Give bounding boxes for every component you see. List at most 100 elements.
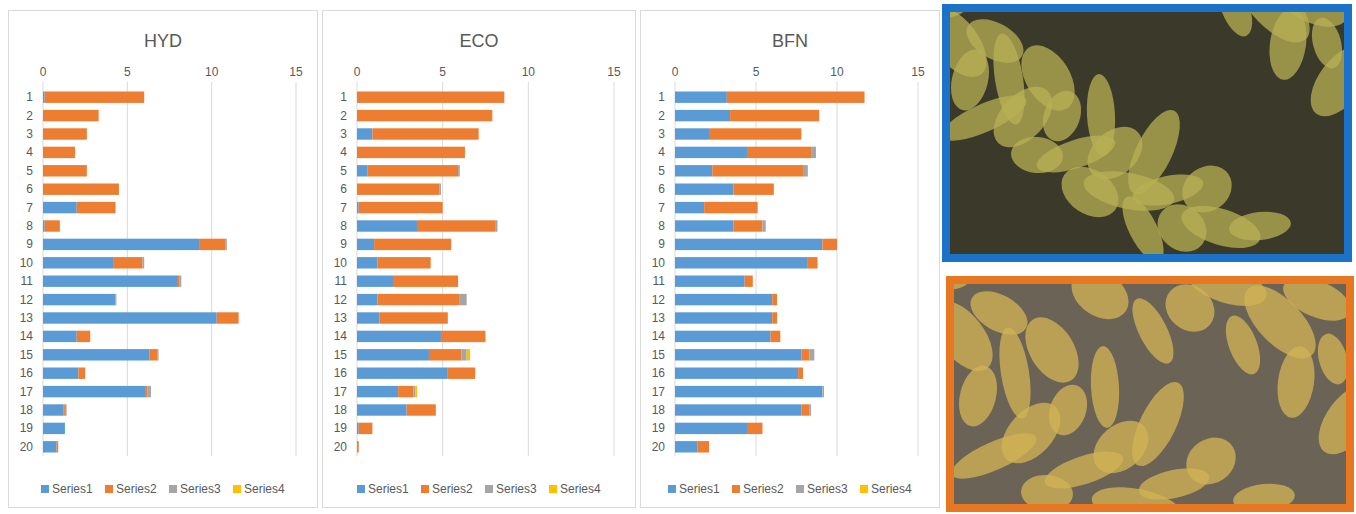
- panel: HYD0510151234567891011121314151617181920…: [9, 11, 318, 508]
- bar-segment: [357, 220, 417, 231]
- bar-segment: [238, 312, 239, 323]
- bar-segment: [43, 312, 217, 323]
- bar-segment: [86, 128, 87, 139]
- bar-segment: [144, 257, 145, 268]
- tick-label: 10: [830, 65, 844, 79]
- bar-segment: [148, 386, 151, 397]
- category-label: 5: [658, 164, 665, 178]
- category-label: 1: [340, 90, 347, 104]
- bar-segment: [357, 165, 367, 176]
- category-label: 7: [26, 201, 33, 215]
- bar-segment: [811, 404, 812, 415]
- bar-segment: [43, 404, 63, 415]
- bar-segment: [359, 202, 443, 213]
- category-label: 15: [334, 348, 348, 362]
- photo-shape: [1219, 311, 1267, 379]
- bar-segment: [43, 91, 45, 102]
- legend-label: Series3: [496, 482, 537, 496]
- bar-segment: [675, 165, 712, 176]
- tick-label: 10: [205, 65, 219, 79]
- bar-segment: [43, 239, 200, 250]
- bar-segment: [478, 128, 479, 139]
- category-label: 19: [20, 421, 34, 435]
- legend-swatch: [796, 485, 804, 493]
- bar-segment: [801, 349, 809, 360]
- bar-segment: [458, 275, 459, 286]
- bar-segment: [675, 202, 704, 213]
- bar-segment: [451, 239, 452, 250]
- bar-segment: [43, 165, 87, 176]
- bar-segment: [150, 386, 151, 397]
- bar-segment: [478, 128, 479, 139]
- bar-segment: [675, 257, 808, 268]
- photo-shape: [1124, 293, 1182, 370]
- legend-item: Series3: [796, 482, 848, 496]
- bar-segment: [417, 220, 496, 231]
- category-label: 18: [334, 403, 348, 417]
- bar-segment: [817, 257, 818, 268]
- bar-segment: [822, 239, 837, 250]
- bar-segment: [357, 147, 465, 158]
- bar-segment: [357, 202, 359, 213]
- category-label: 15: [20, 348, 34, 362]
- bar-segment: [43, 183, 119, 194]
- bar-segment: [675, 423, 748, 434]
- bar-segment: [118, 183, 119, 194]
- tick-label: 15: [289, 65, 303, 79]
- category-label: 4: [658, 145, 665, 159]
- bar-segment: [817, 257, 818, 268]
- bar-segment: [64, 423, 65, 434]
- bar-segment: [435, 404, 436, 415]
- photo-shape: [1114, 191, 1172, 262]
- legend-item: Series2: [732, 482, 784, 496]
- legend-swatch: [421, 485, 429, 493]
- category-label: 18: [652, 403, 666, 417]
- bar-segment: [430, 257, 431, 268]
- bar-segment: [358, 441, 359, 452]
- bar-segment: [675, 220, 733, 231]
- bar-segment: [115, 294, 117, 305]
- category-label: 20: [652, 440, 666, 454]
- bar-segment: [801, 404, 809, 415]
- bar-segment: [864, 91, 865, 102]
- category-label: 16: [652, 366, 666, 380]
- category-label: 14: [652, 329, 666, 343]
- bar-segment: [43, 147, 75, 158]
- bar-segment: [824, 386, 825, 397]
- legend-swatch: [732, 485, 740, 493]
- bar-segment: [367, 165, 458, 176]
- bar-segment: [447, 312, 448, 323]
- bar-segment: [86, 165, 87, 176]
- bar-segment: [181, 275, 182, 286]
- legend-swatch: [549, 485, 557, 493]
- bar-segment: [63, 404, 65, 415]
- category-label: 10: [334, 256, 348, 270]
- category-label: 3: [340, 127, 347, 141]
- category-label: 10: [20, 256, 34, 270]
- legend-label: Series2: [116, 482, 157, 496]
- bar-segment: [815, 147, 816, 158]
- bar-segment: [90, 331, 91, 342]
- legend-swatch: [860, 485, 868, 493]
- bars: [43, 91, 239, 452]
- bar-segment: [85, 367, 86, 378]
- bar-segment: [802, 367, 803, 378]
- bar-segment: [819, 110, 820, 121]
- grid-line: [211, 82, 212, 456]
- bar-segment: [765, 220, 766, 231]
- bar-segment: [359, 423, 373, 434]
- bar-segment: [378, 294, 460, 305]
- photo-border: [950, 280, 1350, 508]
- bar-segment: [780, 331, 781, 342]
- bar-segment: [802, 367, 803, 378]
- bar-segment: [58, 441, 59, 452]
- bar-segment: [730, 110, 819, 121]
- bar-segment: [698, 441, 709, 452]
- bar-segment: [43, 331, 77, 342]
- bar-segment: [771, 331, 781, 342]
- bar-segment: [822, 386, 824, 397]
- bar-segment: [144, 91, 145, 102]
- bar-segment: [837, 239, 838, 250]
- bar-segment: [158, 349, 159, 360]
- legend-label: Series4: [244, 482, 285, 496]
